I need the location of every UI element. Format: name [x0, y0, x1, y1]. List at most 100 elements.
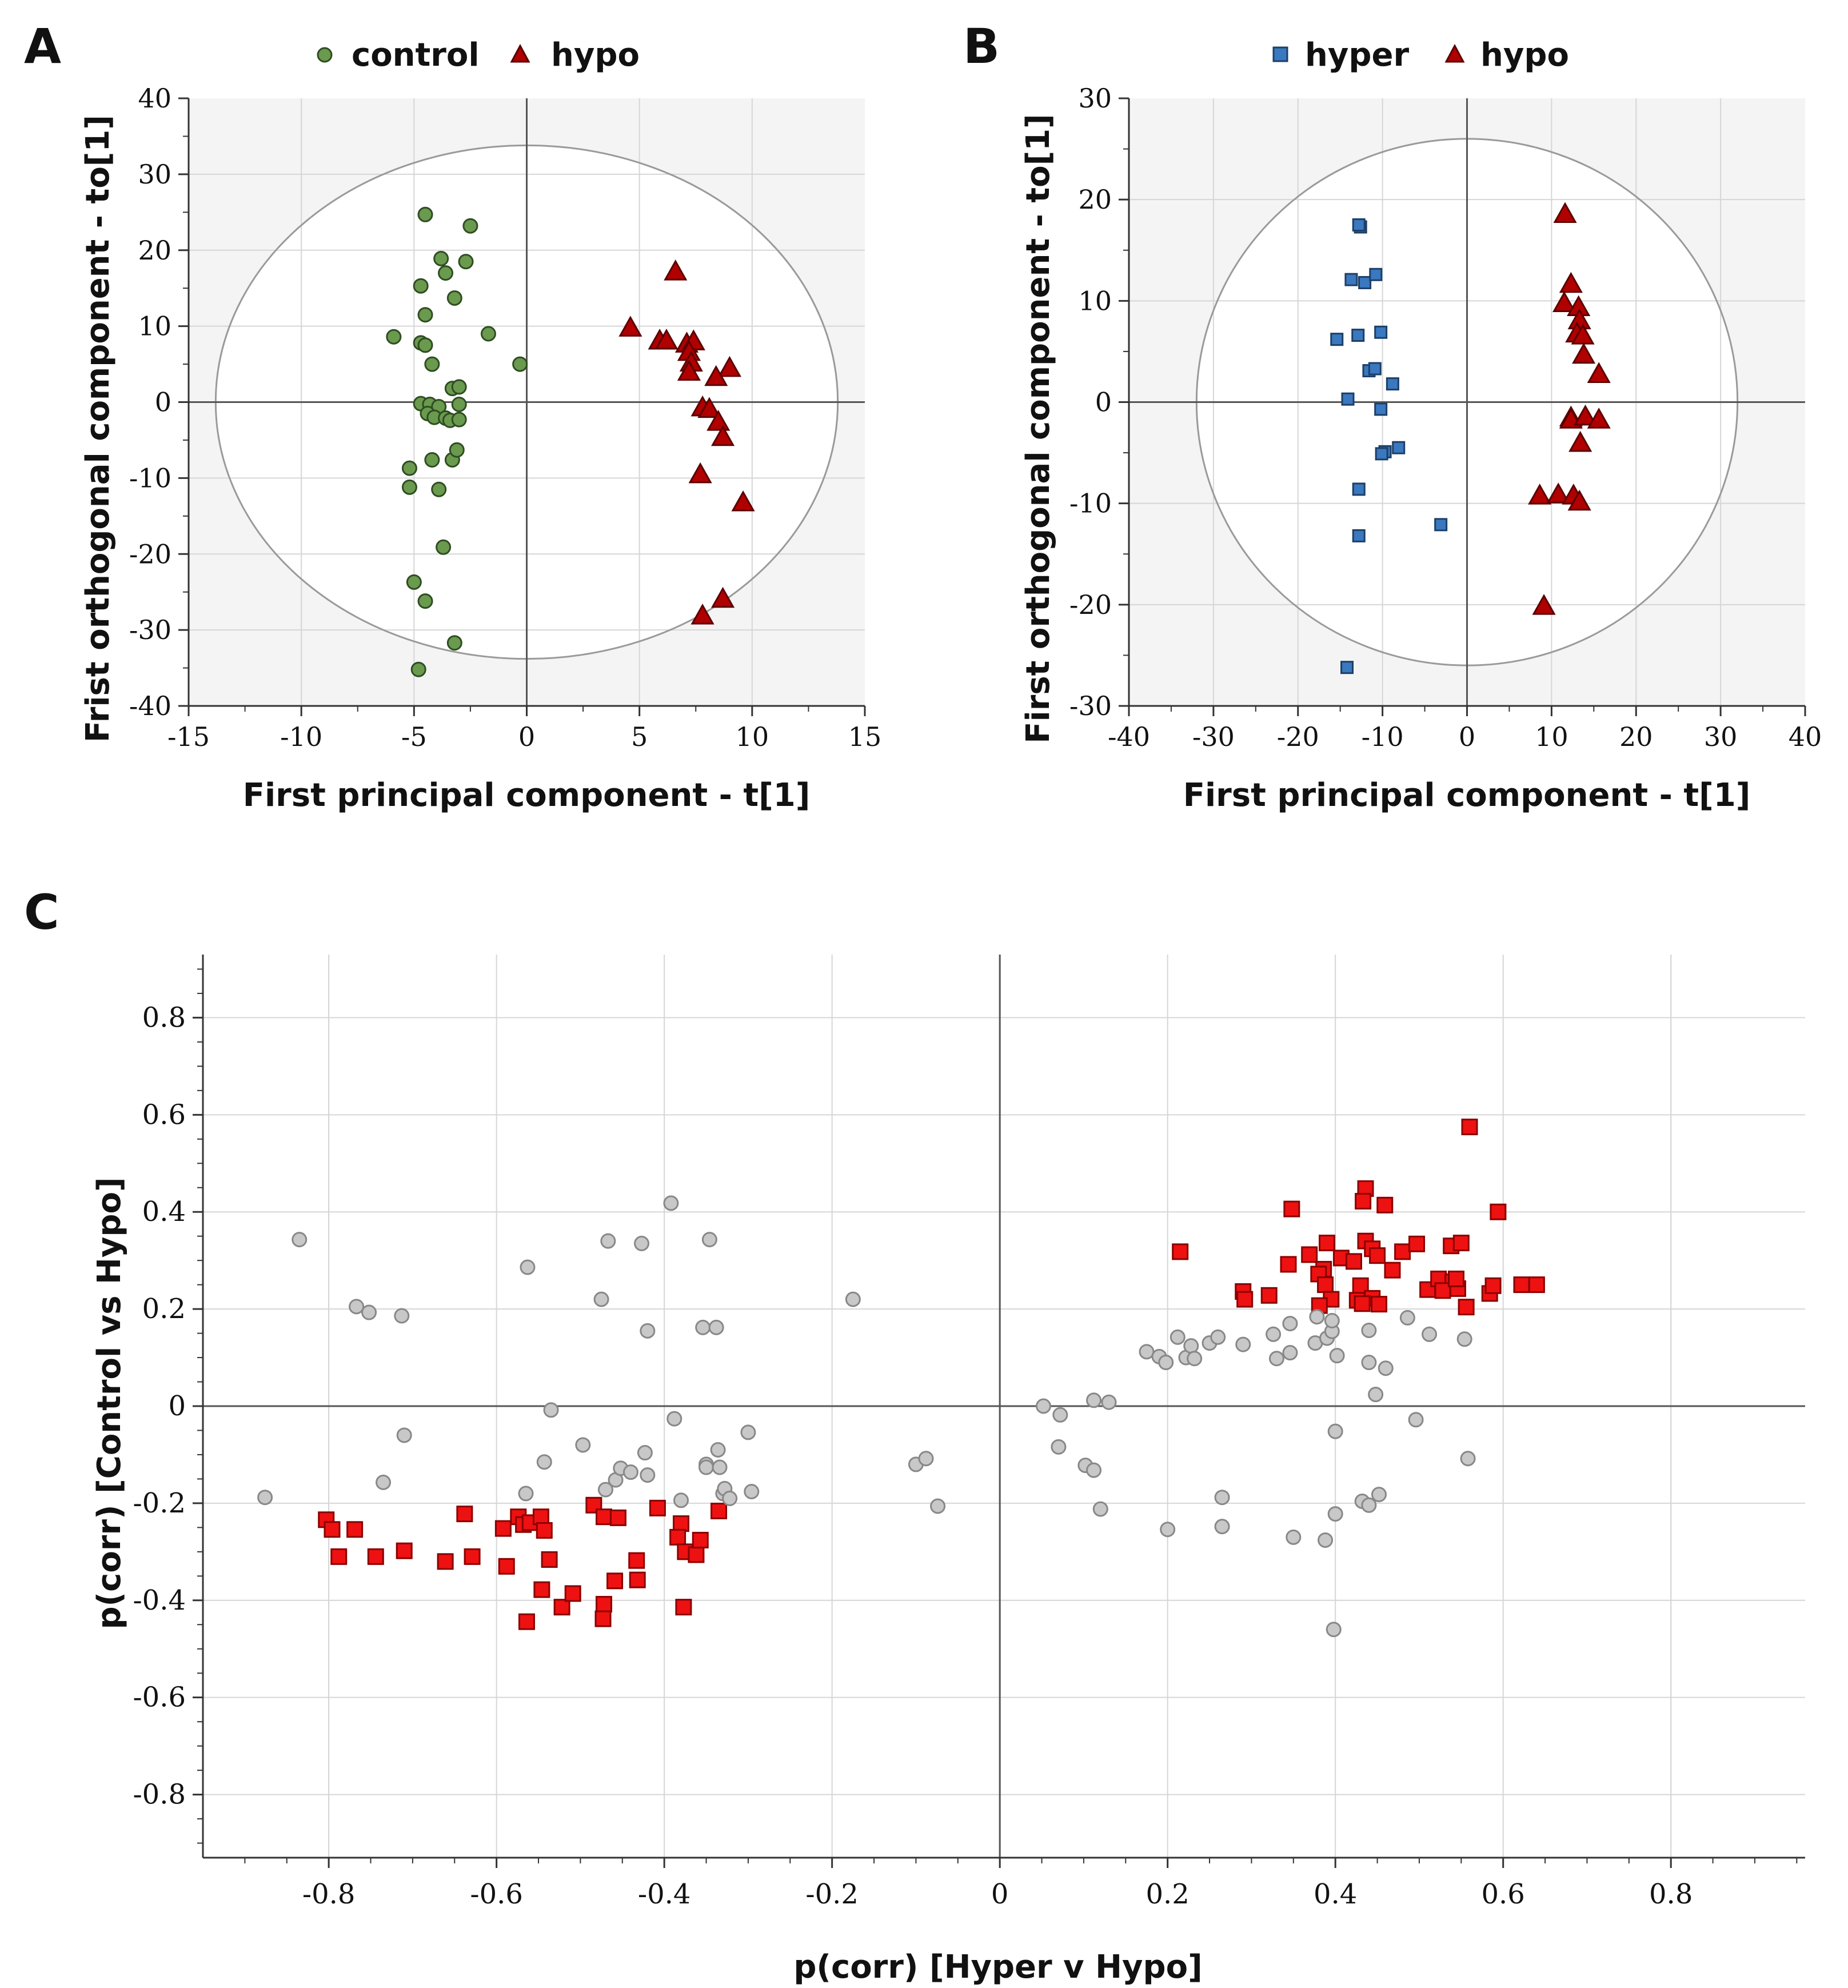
- panel-c-letter: C: [24, 884, 59, 940]
- data-point: [1283, 1200, 1300, 1217]
- x-tick-label: 0: [991, 1878, 1009, 1910]
- data-point: [711, 425, 735, 446]
- x-tick-label: -20: [1277, 721, 1319, 752]
- data-point: [637, 1445, 653, 1461]
- data-point: [1210, 1329, 1226, 1345]
- data-point: [1456, 1331, 1472, 1347]
- panel-b-letter: B: [963, 18, 1000, 74]
- legend-hypo-label: hypo: [1480, 37, 1569, 74]
- x-tick-label: 10: [736, 721, 769, 752]
- data-point: [446, 635, 462, 651]
- y-tick-label: 0: [168, 1390, 186, 1422]
- data-point: [1422, 1326, 1438, 1342]
- data-point: [518, 1486, 534, 1502]
- y-tick-label: 10: [1078, 285, 1112, 316]
- data-point: [1318, 1532, 1334, 1548]
- data-point: [1369, 1247, 1386, 1264]
- data-point: [436, 539, 452, 555]
- series-control: [386, 206, 528, 677]
- data-point: [695, 1319, 711, 1335]
- data-point: [498, 1558, 515, 1575]
- data-point: [1552, 291, 1576, 312]
- x-tick-label: 10: [1535, 721, 1568, 752]
- data-point: [600, 1233, 616, 1249]
- data-point: [413, 278, 429, 294]
- data-point: [1214, 1519, 1230, 1535]
- data-point: [518, 1613, 535, 1630]
- panel-b-y-axis-title: First orthogonal component - to[1]: [1020, 114, 1057, 743]
- data-point: [711, 1502, 728, 1519]
- y-tick-label: -0.2: [133, 1487, 186, 1519]
- data-point: [1187, 1351, 1203, 1367]
- data-point: [1317, 1276, 1334, 1294]
- data-point: [401, 460, 417, 476]
- data-point: [536, 1522, 553, 1539]
- panel-a-letter: A: [24, 18, 61, 74]
- data-point: [1092, 1501, 1108, 1517]
- data-point: [669, 1528, 686, 1546]
- data-point: [1434, 1282, 1451, 1299]
- data-point: [553, 1599, 570, 1616]
- data-point: [1458, 1299, 1475, 1316]
- data-point: [697, 397, 721, 418]
- data-point: [1319, 1235, 1336, 1252]
- data-point: [1384, 1262, 1401, 1279]
- x-tick-label: -5: [401, 721, 427, 752]
- data-point: [594, 1610, 612, 1627]
- y-tick-label: -20: [1069, 589, 1112, 620]
- data-point: [1280, 1256, 1297, 1273]
- data-point: [417, 593, 433, 609]
- data-point: [701, 1232, 717, 1248]
- data-point: [1361, 1322, 1377, 1338]
- data-point: [1344, 273, 1358, 286]
- data-point: [1376, 1196, 1394, 1213]
- data-point: [1567, 489, 1591, 511]
- data-point: [1101, 1394, 1117, 1410]
- data-point: [1183, 1338, 1199, 1354]
- data-point: [629, 1571, 646, 1588]
- data-point: [1035, 1398, 1051, 1414]
- y-tick-label: -30: [1069, 690, 1112, 721]
- data-point: [585, 1496, 602, 1514]
- legend-control-marker: [317, 47, 333, 63]
- data-point: [1374, 402, 1388, 416]
- data-point: [564, 1585, 581, 1602]
- data-point: [1170, 1329, 1186, 1345]
- y-tick-label: -10: [1069, 488, 1112, 519]
- data-point: [595, 1508, 612, 1526]
- data-point: [1139, 1344, 1155, 1360]
- y-tick-label: 40: [138, 83, 171, 114]
- data-point: [845, 1291, 861, 1307]
- data-point: [543, 1402, 559, 1418]
- data-point: [1330, 333, 1344, 346]
- data-point: [1371, 1487, 1387, 1503]
- x-tick-label: 0.8: [1649, 1878, 1693, 1910]
- data-point: [712, 1459, 728, 1475]
- legend-hypo-marker: [1444, 43, 1465, 63]
- data-point: [1513, 1276, 1530, 1294]
- tick-labels: -15 -10 -5 0 5 10 15 -40 -30 -20 -10 0 10 20 30 40: [129, 83, 881, 752]
- y-tick-label: -0.8: [133, 1779, 186, 1811]
- x-tick-label: 0.4: [1314, 1878, 1357, 1910]
- data-point: [1352, 529, 1366, 542]
- data-point: [744, 1484, 760, 1500]
- data-point: [431, 481, 447, 497]
- data-point: [1399, 1310, 1415, 1326]
- data-point: [740, 1424, 756, 1440]
- data-point: [708, 1319, 724, 1335]
- data-point: [396, 1542, 413, 1559]
- data-point: [690, 603, 715, 625]
- data-point: [1528, 1276, 1545, 1294]
- y-tick-label: 0.2: [142, 1293, 186, 1325]
- x-tick-label: 15: [848, 721, 882, 752]
- data-point: [438, 265, 454, 281]
- data-point: [717, 356, 741, 377]
- data-point: [711, 586, 735, 608]
- data-point: [930, 1498, 946, 1514]
- data-point: [622, 1464, 638, 1480]
- data-point: [1452, 1235, 1470, 1252]
- panel-c: C -0.8 -0.6 -0.4 -0.2 0 0.2 0.4 0.6 0.8-0.8-0.6-…: [24, 884, 1805, 1986]
- data-point: [257, 1490, 273, 1506]
- data-point: [628, 1552, 645, 1569]
- data-point: [533, 1581, 550, 1598]
